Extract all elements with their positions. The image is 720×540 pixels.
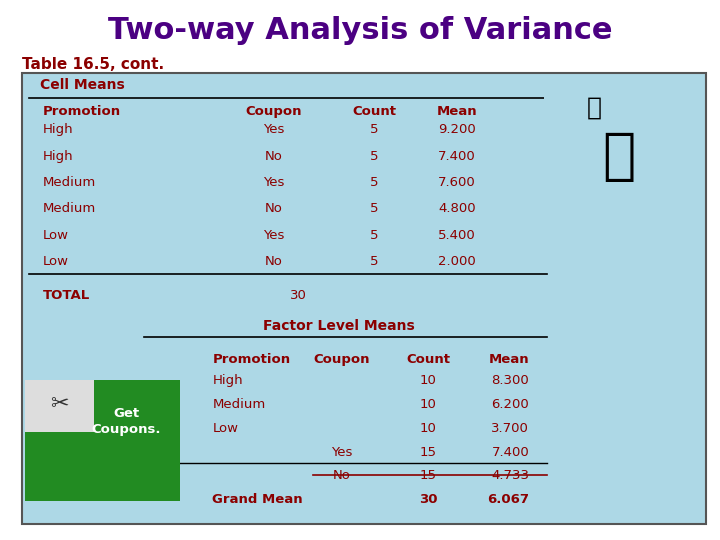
Text: 7.600: 7.600 <box>438 176 476 189</box>
Text: 2.000: 2.000 <box>438 255 476 268</box>
Text: 💵: 💵 <box>587 96 601 120</box>
Text: High: High <box>43 150 74 163</box>
Text: 5.400: 5.400 <box>438 229 476 242</box>
Text: Count: Count <box>352 105 397 118</box>
Text: Yes: Yes <box>263 229 284 242</box>
Text: 5: 5 <box>370 229 379 242</box>
Text: 5: 5 <box>370 176 379 189</box>
Text: Yes: Yes <box>263 123 284 136</box>
Text: High: High <box>43 123 74 136</box>
Text: Yes: Yes <box>263 176 284 189</box>
Text: Factor Level Means: Factor Level Means <box>263 319 414 333</box>
Text: Grand Mean: Grand Mean <box>212 493 303 506</box>
FancyBboxPatch shape <box>25 380 94 432</box>
Text: No: No <box>265 202 282 215</box>
Text: Medium: Medium <box>212 398 266 411</box>
Text: 7.400: 7.400 <box>492 446 529 458</box>
Text: 10: 10 <box>420 374 437 387</box>
Text: Yes: Yes <box>331 446 353 458</box>
Text: Mean: Mean <box>489 353 529 366</box>
FancyBboxPatch shape <box>544 92 695 235</box>
Text: Table 16.5, cont.: Table 16.5, cont. <box>22 57 163 72</box>
Text: 9.200: 9.200 <box>438 123 476 136</box>
Text: 15: 15 <box>420 446 437 458</box>
Text: Low: Low <box>43 255 69 268</box>
FancyBboxPatch shape <box>22 73 706 524</box>
Text: 8.300: 8.300 <box>492 374 529 387</box>
Text: Promotion: Promotion <box>43 105 122 118</box>
Text: Get
Coupons.: Get Coupons. <box>91 407 161 436</box>
Text: TOTAL: TOTAL <box>43 289 91 302</box>
FancyBboxPatch shape <box>25 380 180 501</box>
Text: 3.700: 3.700 <box>491 422 529 435</box>
Text: Medium: Medium <box>43 176 96 189</box>
Text: High: High <box>212 374 243 387</box>
Text: No: No <box>265 150 282 163</box>
Text: No: No <box>333 469 351 482</box>
Text: 5: 5 <box>370 255 379 268</box>
Text: Two-way Analysis of Variance: Two-way Analysis of Variance <box>108 16 612 45</box>
Text: Coupon: Coupon <box>246 105 302 118</box>
Text: Medium: Medium <box>43 202 96 215</box>
Text: Count: Count <box>406 353 451 366</box>
Text: 4.733: 4.733 <box>491 469 529 482</box>
Text: ✂: ✂ <box>50 394 69 414</box>
Text: Cell Means: Cell Means <box>40 78 125 92</box>
Text: 5: 5 <box>370 150 379 163</box>
Text: Low: Low <box>212 422 238 435</box>
Text: 5: 5 <box>370 123 379 136</box>
Text: No: No <box>265 255 282 268</box>
Text: 15: 15 <box>420 469 437 482</box>
Text: Low: Low <box>43 229 69 242</box>
Text: 6.067: 6.067 <box>487 493 529 506</box>
Text: 5: 5 <box>370 202 379 215</box>
Text: 10: 10 <box>420 398 437 411</box>
Text: Mean: Mean <box>437 105 477 118</box>
Text: Promotion: Promotion <box>212 353 291 366</box>
Text: 7.400: 7.400 <box>438 150 476 163</box>
Text: 🐷: 🐷 <box>603 130 636 184</box>
Text: Coupon: Coupon <box>314 353 370 366</box>
Text: 10: 10 <box>420 422 437 435</box>
Text: 30: 30 <box>419 493 438 506</box>
Text: 4.800: 4.800 <box>438 202 476 215</box>
Text: 30: 30 <box>290 289 307 302</box>
Text: 6.200: 6.200 <box>492 398 529 411</box>
